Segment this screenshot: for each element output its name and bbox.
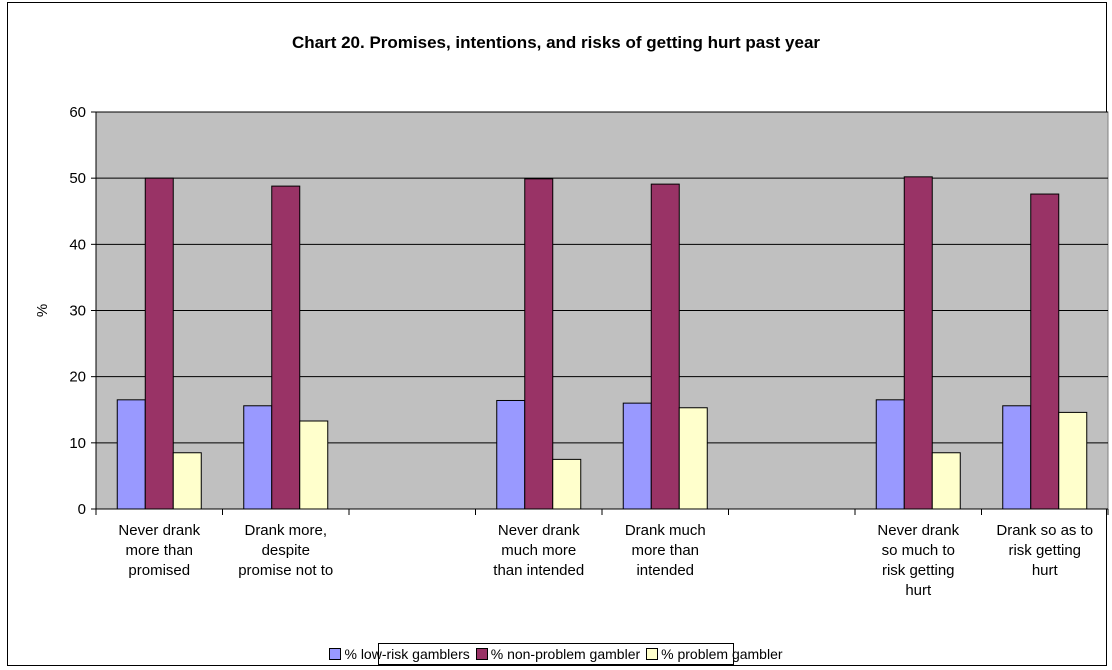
x-tick-label: hurt [1032, 562, 1059, 579]
x-tick-label: so much to [882, 542, 955, 559]
x-tick-label: promised [128, 562, 190, 579]
bar [144, 177, 174, 510]
bar [931, 452, 961, 510]
legend-item: % low-risk gamblers [329, 646, 470, 662]
legend-swatch [329, 648, 342, 660]
bar [1058, 411, 1088, 510]
bar [1030, 193, 1060, 510]
bar [271, 185, 301, 510]
bar [299, 420, 329, 510]
legend-swatch [475, 648, 488, 660]
y-tick-label: 20 [69, 369, 86, 386]
chart-title: Chart 20. Promises, intentions, and risk… [291, 33, 821, 52]
y-tick-label: 0 [78, 501, 86, 518]
x-tick-label: despite [262, 542, 310, 559]
y-axis-title: % [34, 304, 51, 317]
y-tick-label: 30 [69, 303, 86, 320]
x-tick-label: risk getting [882, 562, 955, 579]
legend-label: % low-risk gamblers [344, 646, 470, 662]
y-tick-label: 50 [69, 170, 86, 187]
bar [552, 458, 582, 510]
x-tick-label: more than [125, 542, 193, 559]
bar [1002, 405, 1032, 510]
bar [903, 176, 933, 510]
x-tick-label: Never drank [498, 522, 580, 539]
x-tick-label: Never drank [877, 522, 959, 539]
x-tick-label: promise not to [238, 562, 333, 579]
bar [172, 452, 202, 510]
x-tick-label: intended [636, 562, 694, 579]
chart-legend: % low-risk gamblers % non-problem gambler… [329, 643, 783, 665]
bar [524, 178, 554, 510]
legend-label: % problem gambler [661, 646, 783, 662]
bar [116, 399, 146, 510]
y-tick-label: 60 [69, 104, 86, 121]
legend-item: % problem gambler [646, 646, 783, 662]
x-tick-label: hurt [905, 582, 932, 599]
bar [678, 407, 708, 510]
bar [622, 402, 652, 510]
legend-swatch [646, 648, 659, 660]
bar [243, 405, 273, 510]
bar [496, 399, 526, 510]
bar [875, 399, 905, 510]
legend-label: % non-problem gambler [490, 646, 641, 662]
x-tick-label: more than [631, 542, 699, 559]
legend-item: % non-problem gambler [475, 646, 641, 662]
y-tick-label: 10 [69, 435, 86, 452]
x-tick-label: Drank so as to [996, 522, 1093, 539]
x-tick-label: risk getting [1008, 542, 1081, 559]
x-tick-label: Drank more, [244, 522, 327, 539]
x-tick-label: much more [501, 542, 576, 559]
y-tick-label: 40 [69, 236, 86, 253]
x-tick-label: than intended [493, 562, 584, 579]
bar [650, 183, 680, 510]
x-tick-label: Drank much [625, 522, 706, 539]
x-tick-label: Never drank [118, 522, 200, 539]
